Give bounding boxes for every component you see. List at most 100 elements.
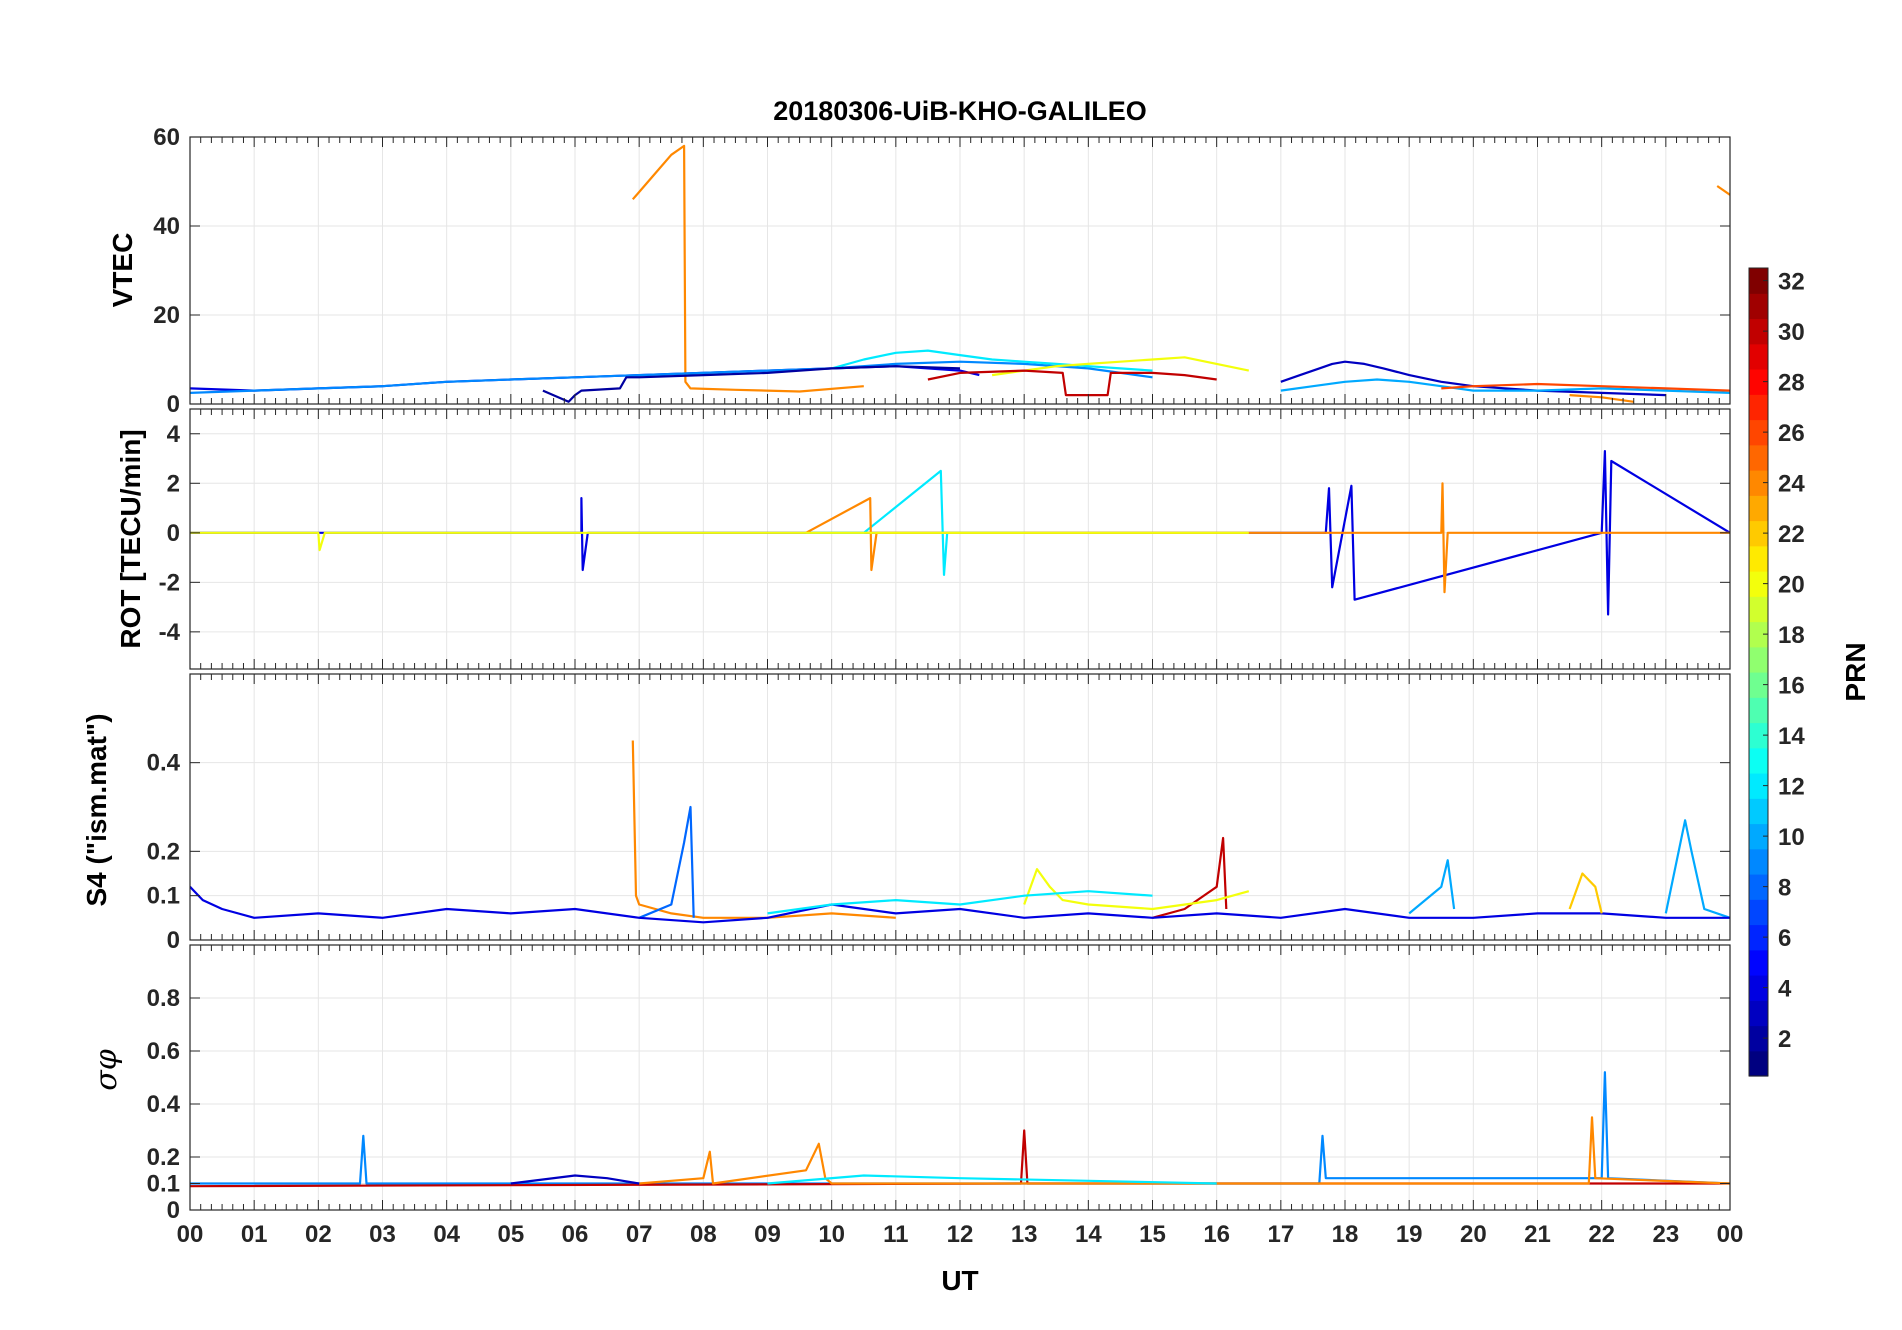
x-tick-label: 05 [497, 1221, 524, 1248]
colorbar-segment [1749, 747, 1768, 774]
series-s4-prn-10 [1408, 859, 1456, 915]
colorbar-tick-label: 32 [1778, 269, 1805, 296]
x-tick-label: 00 [177, 1221, 204, 1248]
series-vtec-prn-12 [831, 349, 1153, 372]
x-tick-label: 21 [1524, 1221, 1551, 1248]
colorbar-segment [1749, 343, 1768, 370]
colorbar-segment [1749, 369, 1768, 395]
y-tick-label: 0 [167, 391, 180, 418]
series-vtec-prn-30 [927, 369, 1217, 397]
series-s4-prn-20 [1023, 867, 1250, 911]
panel-s4-frame [189, 673, 1731, 941]
series-s4-prn-22 [1568, 872, 1603, 914]
panel-sigma_phi: 00.10.2 0.4 0.6 0.8 [147, 944, 1731, 1224]
panel-rot-series [190, 450, 1730, 616]
series-rot-prn-4 [190, 450, 1730, 616]
colorbar-segment [1749, 722, 1768, 749]
colorbar-frame [1748, 267, 1769, 1077]
chart-title: 20180306-UiB-KHO-GALILEO [773, 96, 1147, 126]
x-tick-label: 06 [562, 1221, 589, 1248]
x-axis-label: UT [941, 1265, 978, 1296]
colorbar-segment [1749, 899, 1768, 926]
colorbar-segment [1749, 596, 1768, 623]
panel-sigma_phi-series [190, 1071, 1730, 1188]
x-tick-label: 17 [1267, 1221, 1294, 1248]
colorbar-segment [1749, 773, 1768, 799]
y-tick-label: 40 [153, 213, 180, 240]
panel-s4-axes: 0 0.1 0.2 0.4 [147, 673, 1731, 954]
x-tick-label: 14 [1075, 1221, 1102, 1248]
colorbar-label: PRN [1840, 642, 1871, 701]
x-tick-labels: 00 01 02 03 04 05 06 07 08 09 10 11 12 13 14 15 16 17 18 19… [177, 1221, 1744, 1248]
series-vtec-prn-26 [1441, 382, 1730, 392]
x-tick-label: 13 [1011, 1221, 1038, 1248]
series-vtec-prn-20 [991, 356, 1250, 377]
x-tick-label: 07 [626, 1221, 653, 1248]
series-s4-prn-30 [1152, 836, 1228, 919]
panel-s4-series [190, 740, 1730, 924]
x-tick-label: 20 [1460, 1221, 1487, 1248]
colorbar-segment [1749, 798, 1768, 825]
colorbar-segment [1749, 672, 1768, 698]
x-tick-label: 16 [1203, 1221, 1230, 1248]
x-tick-label: 18 [1332, 1221, 1359, 1248]
colorbar-segment [1749, 823, 1768, 850]
panel-rot-frame [189, 408, 1731, 670]
series-s4-prn-12 [767, 890, 1153, 915]
y-tick-label: -4 [159, 619, 181, 646]
y-tick-label: 60 [153, 124, 180, 151]
series-vtec-prn-24 [1716, 185, 1730, 196]
y-tick-label: 2 [167, 470, 180, 497]
x-tick-label: 04 [433, 1221, 460, 1248]
colorbar-segment [1749, 293, 1768, 320]
panel-s4: 0 0.1 0.2 0.4 [147, 673, 1731, 954]
series-vtec-prn-9 [190, 360, 1153, 394]
series-sigma_phi-prn-3 [510, 1174, 640, 1185]
y-tick-label: 0.4 [147, 1091, 181, 1118]
x-tick-label: 10 [818, 1221, 845, 1248]
x-tick-label: 02 [305, 1221, 332, 1248]
colorbar-segment [1749, 470, 1768, 496]
colorbar-segment [1749, 419, 1768, 446]
panel-vtec-ylabel: VTEC [107, 233, 138, 308]
y-tick-label: 0.2 [147, 1144, 180, 1171]
series-rot-prn-24 [805, 482, 1730, 594]
colorbar-tick-label: 26 [1778, 420, 1805, 447]
colorbar-tick-label: 24 [1778, 471, 1805, 498]
colorbar-segment [1749, 1050, 1768, 1077]
panel-vtec-frame [189, 136, 1731, 405]
colorbar-segment [1749, 949, 1768, 976]
colorbar-segment [1749, 444, 1768, 471]
colorbar-tick-label: 10 [1778, 824, 1805, 851]
y-tick-label: -2 [159, 569, 180, 596]
series-vtec-prn-2 [542, 365, 961, 403]
colorbar-segment [1749, 571, 1768, 597]
series-sigma_phi-prn-12 [767, 1174, 1217, 1185]
x-tick-label: 23 [1652, 1221, 1679, 1248]
series-sigma_phi-prn-24 [639, 1116, 1730, 1185]
panel-rot-ylabel: ROT [TECU/min] [115, 429, 146, 648]
panel-rot-axes: -4 -2 0 2 4 [159, 408, 1731, 670]
series-vtec-prn-24 [631, 144, 864, 393]
x-tick-label: 08 [690, 1221, 717, 1248]
colorbar-tick-label: 30 [1778, 319, 1805, 346]
y-tick-label: 0.4 [147, 750, 181, 777]
colorbar-tick-label: 8 [1778, 875, 1791, 902]
x-tick-label: 09 [754, 1221, 781, 1248]
colorbar-segment [1749, 318, 1768, 345]
colorbar-segment [1749, 874, 1768, 900]
colorbar-segment [1749, 1000, 1768, 1027]
y-tick-label: 0 [167, 520, 180, 547]
x-tick-label: 19 [1396, 1221, 1423, 1248]
panel-s4-grid [189, 674, 1731, 941]
y-tick-label: 0.2 [147, 838, 180, 865]
colorbar-segment [1749, 924, 1768, 951]
y-tick-label: 0.1 [147, 883, 180, 910]
colorbar-segment [1749, 975, 1768, 1001]
panel-rot: -4 -2 0 2 4 [159, 408, 1731, 670]
colorbar-tick-label: 22 [1778, 521, 1805, 548]
x-tick-label: 00 [1717, 1221, 1744, 1248]
y-tick-label: 0.1 [147, 1171, 180, 1198]
panel-s4-ylabel: S4 ("ism.mat") [81, 713, 112, 906]
